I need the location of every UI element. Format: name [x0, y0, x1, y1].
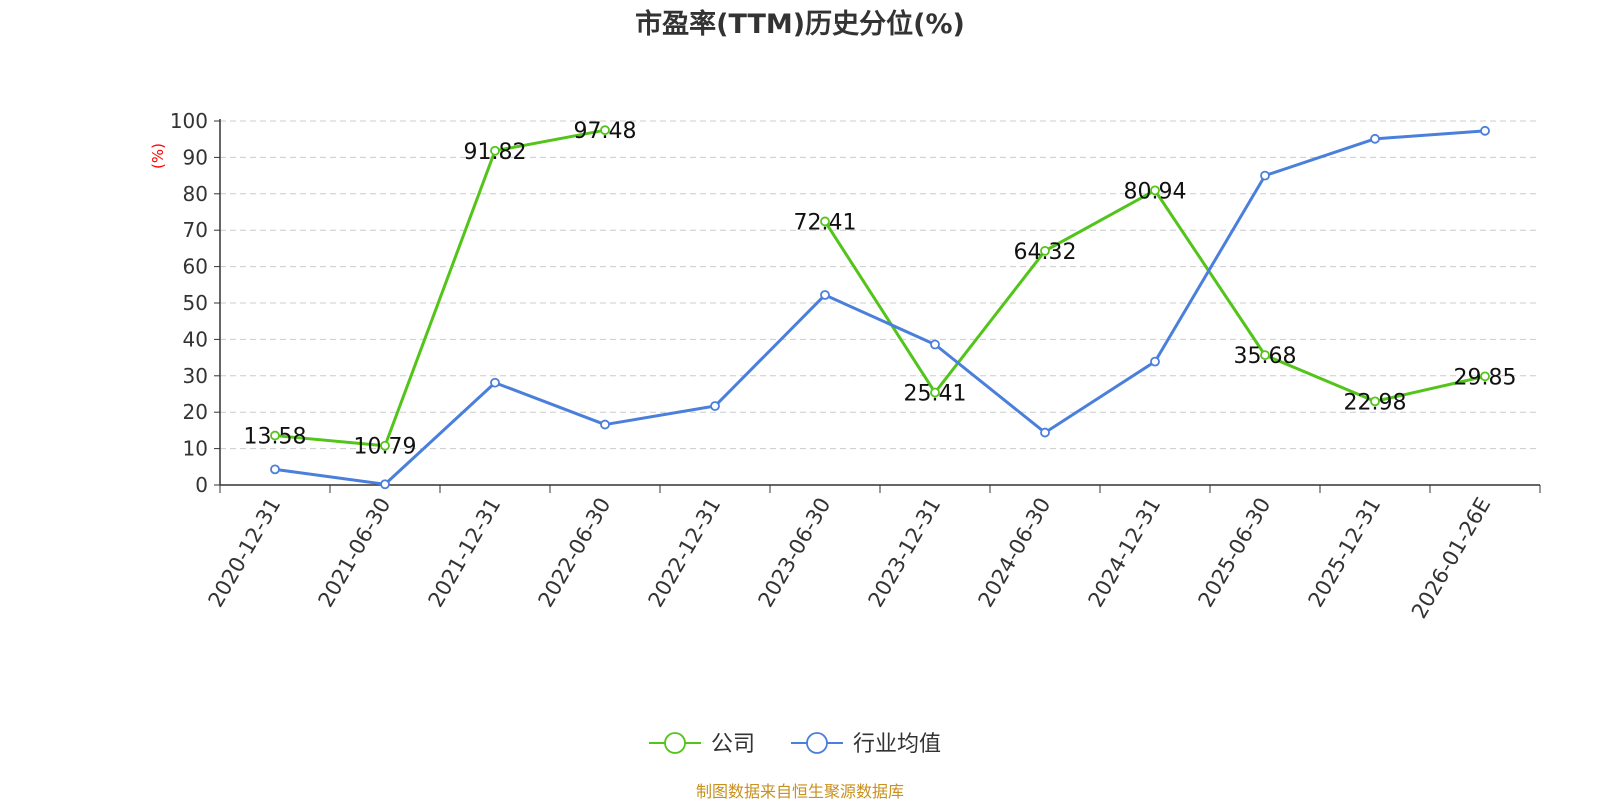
- y-tick-label: 60: [183, 255, 208, 279]
- data-point-1: [930, 387, 940, 398]
- data-point-1: [1480, 371, 1490, 382]
- x-tick-label: 2021-12-31: [424, 494, 506, 612]
- data-point-1: [1370, 396, 1380, 407]
- y-tick-label: 40: [183, 327, 208, 351]
- y-tick-label: 90: [183, 145, 208, 169]
- y-tick-label: 100: [170, 109, 208, 133]
- data-label: 22.98: [1344, 390, 1407, 415]
- x-tick-label: 2022-06-30: [534, 494, 616, 612]
- data-label: 10.79: [354, 435, 417, 460]
- chart-title: 市盈率(TTM)历史分位(%): [635, 9, 965, 40]
- x-tick-label: 2021-06-30: [314, 494, 396, 612]
- legend-label-1: 公司: [711, 732, 755, 757]
- data-point-1: [1150, 185, 1160, 196]
- data-point-2: [1370, 133, 1380, 144]
- data-source-note: 制图数据来自恒生聚源数据库: [695, 782, 904, 801]
- data-label: 64.32: [1014, 240, 1077, 265]
- x-tick-label: 2023-12-31: [864, 494, 946, 612]
- data-label: 35.68: [1234, 344, 1297, 369]
- data-label: 97.48: [574, 119, 637, 144]
- data-point-1: [270, 430, 280, 441]
- data-point-2: [380, 479, 390, 490]
- x-tick-label: 2025-06-30: [1194, 494, 1276, 612]
- x-tick-label: 2024-12-31: [1084, 494, 1166, 612]
- data-point-2: [600, 419, 610, 430]
- y-tick-label: 20: [183, 400, 208, 424]
- data-label: 29.85: [1454, 365, 1517, 390]
- data-point-1: [1260, 350, 1270, 361]
- y-axis-label: (%): [149, 143, 167, 169]
- x-tick-label: 2022-12-31: [644, 494, 726, 612]
- data-point-1: [600, 125, 610, 136]
- y-tick-label: 10: [183, 437, 208, 461]
- data-label: 25.41: [904, 382, 967, 407]
- data-point-1: [380, 440, 390, 451]
- data-point-2: [1480, 125, 1490, 136]
- legend-marker-1: [664, 732, 686, 754]
- x-tick-label: 2026-01-26E: [1407, 494, 1495, 623]
- x-tick-label: 2024-06-30: [974, 494, 1056, 612]
- data-point-1: [490, 145, 500, 156]
- data-label: 13.58: [244, 425, 307, 450]
- y-tick-label: 30: [183, 364, 208, 388]
- data-point-2: [270, 464, 280, 475]
- legend-label-2: 行业均值: [853, 732, 941, 757]
- data-point-2: [820, 290, 830, 300]
- data-point-2: [1040, 427, 1050, 438]
- legend-marker-2: [806, 732, 828, 754]
- series-line-1: [823, 188, 1486, 403]
- x-tick-label: 2025-12-31: [1304, 494, 1386, 612]
- data-point-2: [930, 339, 940, 350]
- y-tick-label: 80: [183, 182, 208, 206]
- data-label: 80.94: [1124, 179, 1187, 204]
- series-line-1: [274, 128, 606, 448]
- data-label: 91.82: [464, 140, 527, 165]
- x-tick-label: 2023-06-30: [754, 494, 836, 612]
- data-label: 72.41: [794, 210, 857, 235]
- data-point-1: [820, 216, 830, 227]
- data-point-2: [490, 377, 500, 388]
- data-point-1: [1040, 245, 1050, 256]
- data-point-2: [1260, 170, 1270, 181]
- y-tick-label: 70: [183, 218, 208, 242]
- y-tick-label: 0: [195, 473, 208, 497]
- series-line-2: [274, 129, 1486, 486]
- data-point-2: [1150, 356, 1160, 367]
- y-tick-label: 50: [183, 291, 208, 315]
- data-point-2: [710, 401, 720, 411]
- x-tick-label: 2020-12-31: [204, 494, 286, 612]
